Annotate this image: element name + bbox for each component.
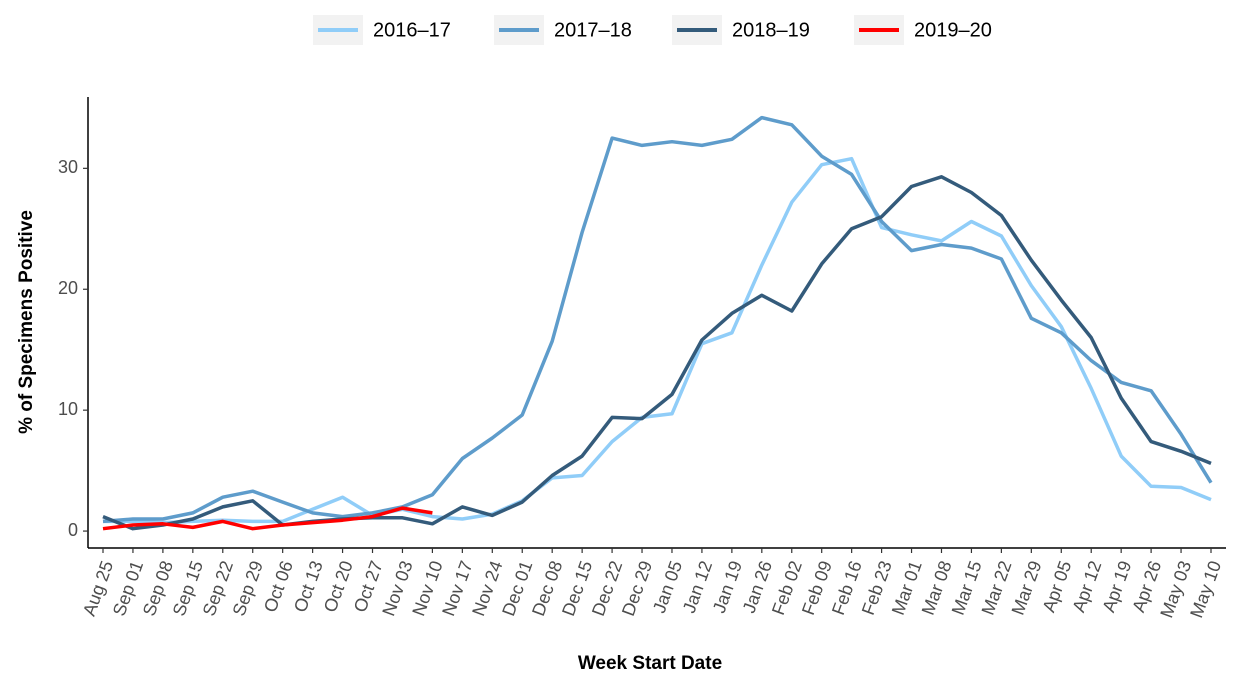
y-tick-label: 0 xyxy=(68,520,78,540)
y-tick-label: 20 xyxy=(58,278,78,298)
legend-label: 2018–19 xyxy=(732,19,810,41)
legend-label: 2019–20 xyxy=(914,19,992,41)
series-line xyxy=(103,156,1212,525)
x-axis-title: Week Start Date xyxy=(578,653,722,674)
legend-label: 2017–18 xyxy=(554,19,632,41)
series-line xyxy=(102,175,1212,531)
series-line xyxy=(102,506,433,531)
y-tick-label: 10 xyxy=(58,399,78,419)
y-tick-label: 30 xyxy=(58,157,78,177)
y-axis-title: % of Specimens Positive xyxy=(16,210,37,434)
legend-label: 2016–17 xyxy=(373,19,451,41)
series-line xyxy=(102,115,1213,524)
